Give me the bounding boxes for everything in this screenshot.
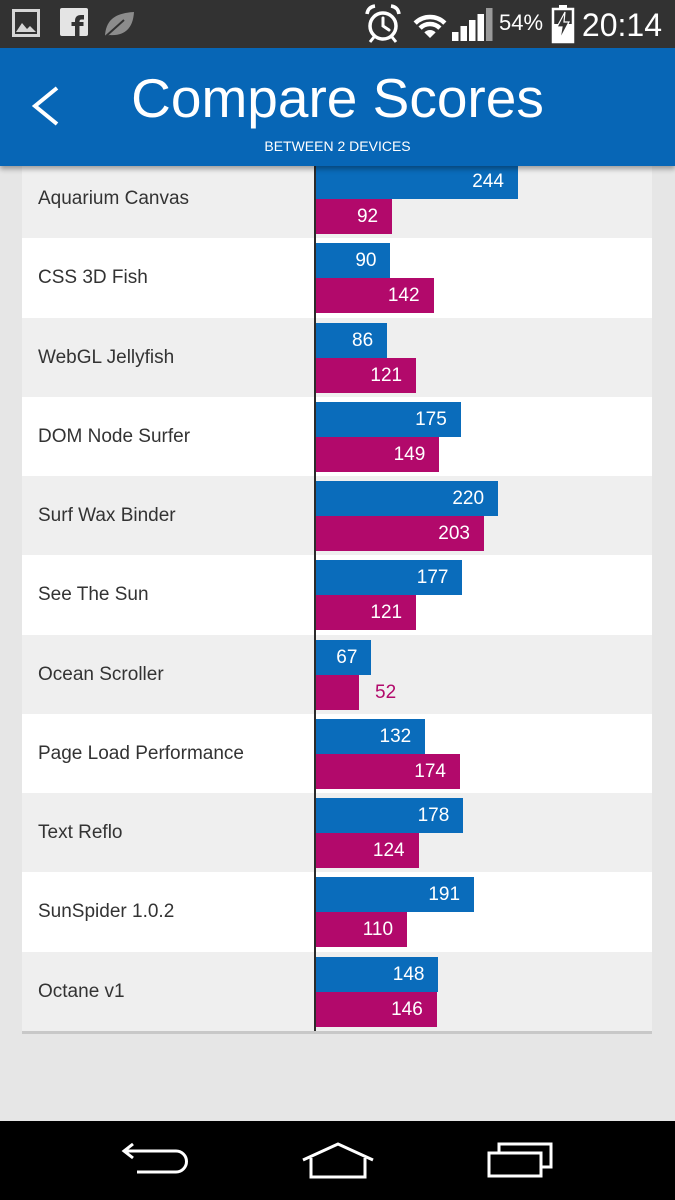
nav-back-button[interactable] xyxy=(110,1121,200,1200)
signal-icon xyxy=(452,8,493,41)
facebook-icon xyxy=(60,8,88,36)
axis-line xyxy=(314,159,316,1031)
bar-series-2 xyxy=(316,278,434,314)
battery-percent: 54% xyxy=(499,10,544,35)
nav-recent-apps-button[interactable] xyxy=(476,1121,564,1200)
bar-series-1 xyxy=(316,956,439,992)
bar-value-label: 174 xyxy=(414,760,446,782)
bar-series-2 xyxy=(316,199,393,234)
category-label: Page Load Performance xyxy=(38,742,244,764)
bar-series-2 xyxy=(316,674,360,710)
bar-series-1 xyxy=(316,401,461,437)
chart-row: Octane v1 148 146 xyxy=(22,951,652,1031)
bar-value-label: 220 xyxy=(452,488,485,510)
bar-value-label: 175 xyxy=(415,408,447,430)
bar-series-2 xyxy=(316,991,437,1027)
bar-value-label: 132 xyxy=(379,725,412,747)
bar-value-label: 178 xyxy=(417,805,450,827)
bar-value-label: 177 xyxy=(416,567,449,589)
bar-value-label: 203 xyxy=(438,523,470,545)
bar-series-2 xyxy=(316,357,417,393)
chart-row: DOM Node Surfer 175 149 xyxy=(22,396,652,477)
bar-series-2 xyxy=(316,436,440,472)
bar-series-1 xyxy=(316,481,499,517)
category-label: WebGL Jellyfish xyxy=(38,346,175,368)
bar-value-label: 124 xyxy=(372,840,405,862)
bar-value-label: 146 xyxy=(391,998,423,1020)
category-label: Ocean Scroller xyxy=(38,663,164,685)
battery-charging-icon xyxy=(551,5,575,44)
category-label: See The Sun xyxy=(38,584,149,606)
back-icon xyxy=(121,1142,188,1174)
bar-value-label: 86 xyxy=(352,329,374,351)
clock-time: 20:14 xyxy=(581,7,662,43)
chart-row: Page Load Performance 132 174 xyxy=(22,713,652,794)
chart-row: SunSpider 1.0.2 191 110 xyxy=(22,872,652,952)
bar-series-1 xyxy=(316,877,475,913)
bar-series-1 xyxy=(316,322,388,358)
home-icon xyxy=(302,1142,374,1179)
chart-row: Text Reflo 178 124 xyxy=(22,793,652,873)
bar-value-label: 92 xyxy=(356,206,379,227)
bar-series-2 xyxy=(316,516,484,552)
bar-value-label: 142 xyxy=(387,285,420,307)
bar-value-label: 110 xyxy=(362,919,394,941)
bar-series-2 xyxy=(316,595,417,631)
chevron-left-icon xyxy=(31,86,59,126)
chart-row: CSS 3D Fish 90 142 xyxy=(22,238,652,318)
alarm-icon xyxy=(365,4,401,43)
bar-value-label: 67 xyxy=(336,646,358,668)
bar-value-label: 244 xyxy=(472,171,504,192)
gallery-icon xyxy=(12,9,40,37)
bar-value-label: 90 xyxy=(355,250,377,272)
status-bar: 54% 20:14 xyxy=(0,0,675,48)
bar-value-label: 121 xyxy=(370,602,403,624)
chart-row: Ocean Scroller 67 52 xyxy=(22,634,652,714)
wifi-icon xyxy=(413,14,447,38)
bar-value-label: 148 xyxy=(392,963,425,985)
nav-home-button[interactable] xyxy=(292,1121,384,1200)
card-bottom-border xyxy=(22,1030,652,1034)
navigation-bar xyxy=(0,1121,675,1200)
bar-series-2 xyxy=(316,912,408,948)
category-label: CSS 3D Fish xyxy=(38,267,148,289)
category-label: Aquarium Canvas xyxy=(38,188,190,209)
page-title: Compare Scores xyxy=(131,67,544,129)
bar-series-1 xyxy=(316,798,464,834)
recent-apps-icon xyxy=(487,1142,553,1178)
back-button[interactable] xyxy=(22,76,70,136)
chart-row: Aquarium Canvas 244 92 xyxy=(22,159,652,239)
bar-value-label: 191 xyxy=(428,884,461,906)
bar-series-2 xyxy=(316,753,460,789)
bar-series-1 xyxy=(316,639,372,675)
category-label: Octane v1 xyxy=(38,980,125,1002)
category-label: SunSpider 1.0.2 xyxy=(38,901,175,923)
leaf-icon xyxy=(104,12,134,38)
chart-row: See The Sun 177 121 xyxy=(22,555,652,635)
category-label: DOM Node Surfer xyxy=(38,425,191,447)
score-list[interactable]: Aquarium Canvas 244 92 CSS 3D Fish 90 142 WebG… xyxy=(22,159,652,1034)
category-label: Text Reflo xyxy=(38,822,123,844)
bar-value-label: 52 xyxy=(375,681,397,703)
bar-value-label: 149 xyxy=(393,443,426,465)
bar-series-2 xyxy=(316,833,419,869)
chart-rows: Aquarium Canvas 244 92 CSS 3D Fish 90 142 WebG… xyxy=(22,159,652,1031)
bar-value-label: 121 xyxy=(370,364,403,386)
bar-series-1 xyxy=(316,718,426,754)
bar-series-1 xyxy=(316,243,391,279)
bar-series-1 xyxy=(316,164,518,199)
category-label: Surf Wax Binder xyxy=(38,505,176,527)
chart-row: WebGL Jellyfish 86 121 xyxy=(22,317,652,397)
chart-row: Surf Wax Binder 220 203 xyxy=(22,476,652,556)
bar-series-1 xyxy=(316,560,463,596)
page-subtitle: BETWEEN 2 DEVICES xyxy=(264,138,411,154)
app-header: Compare Scores BETWEEN 2 DEVICES xyxy=(0,48,675,166)
